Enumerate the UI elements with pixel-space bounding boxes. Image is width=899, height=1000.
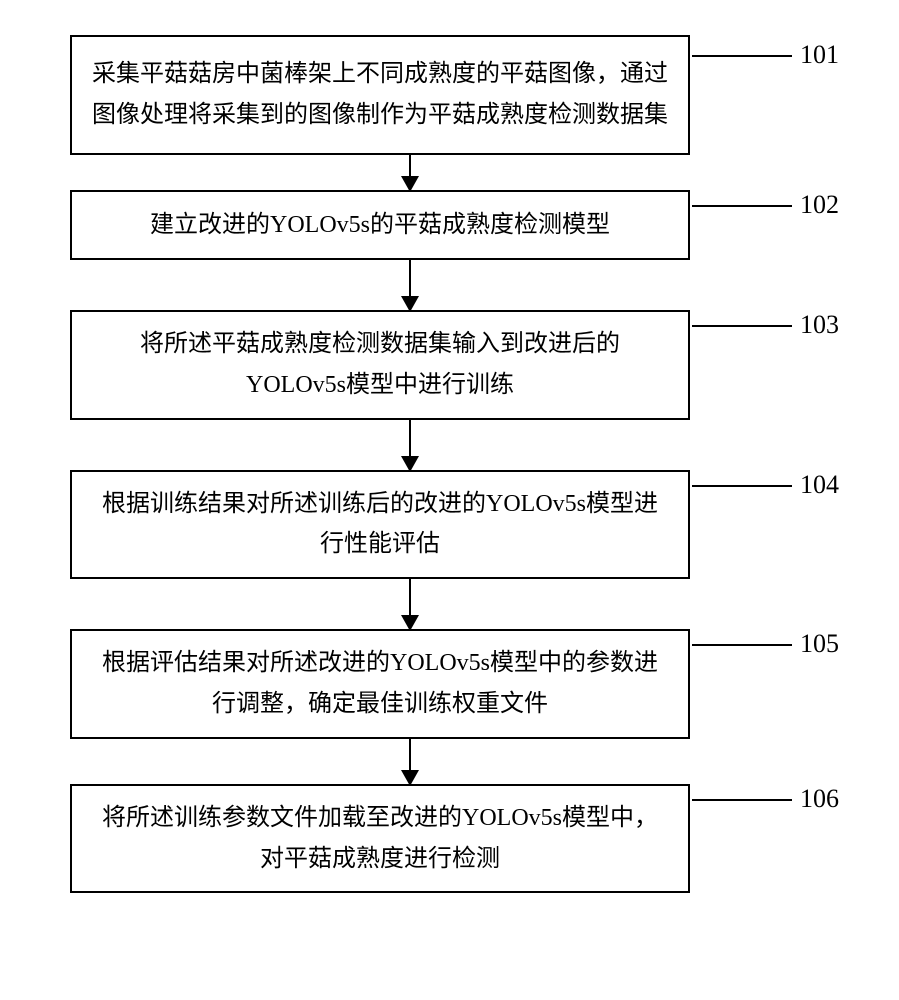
step-box-101: 采集平菇菇房中菌棒架上不同成熟度的平菇图像，通过图像处理将采集到的图像制作为平菇… [70, 35, 690, 155]
step-container-105: 根据评估结果对所述改进的YOLOv5s模型中的参数进行调整，确定最佳训练权重文件… [0, 629, 899, 739]
label-line-106 [692, 799, 792, 801]
step-box-103: 将所述平菇成熟度检测数据集输入到改进后的YOLOv5s模型中进行训练 [70, 310, 690, 420]
arrow-container-102 [0, 260, 859, 310]
step-label-105: 105 [800, 629, 839, 659]
flowchart-container: 采集平菇菇房中菌棒架上不同成熟度的平菇图像，通过图像处理将采集到的图像制作为平菇… [0, 35, 899, 893]
step-label-106: 106 [800, 784, 839, 814]
step-label-104: 104 [800, 470, 839, 500]
label-line-102 [692, 205, 792, 207]
arrow-104 [409, 579, 411, 629]
step-box-104: 根据训练结果对所述训练后的改进的YOLOv5s模型进行性能评估 [70, 470, 690, 580]
arrow-101 [409, 155, 411, 190]
step-container-102: 建立改进的YOLOv5s的平菇成熟度检测模型 102 [0, 190, 899, 260]
step-label-101: 101 [800, 40, 839, 70]
arrow-container-101 [0, 155, 859, 190]
step-container-106: 将所述训练参数文件加载至改进的YOLOv5s模型中，对平菇成熟度进行检测 106 [0, 784, 899, 894]
label-line-101 [692, 55, 792, 57]
step-container-101: 采集平菇菇房中菌棒架上不同成熟度的平菇图像，通过图像处理将采集到的图像制作为平菇… [0, 35, 899, 155]
step-container-104: 根据训练结果对所述训练后的改进的YOLOv5s模型进行性能评估 104 [0, 470, 899, 580]
arrow-container-104 [0, 579, 859, 629]
label-line-103 [692, 325, 792, 327]
step-container-103: 将所述平菇成熟度检测数据集输入到改进后的YOLOv5s模型中进行训练 103 [0, 310, 899, 420]
label-line-104 [692, 485, 792, 487]
step-box-106: 将所述训练参数文件加载至改进的YOLOv5s模型中，对平菇成熟度进行检测 [70, 784, 690, 894]
label-line-105 [692, 644, 792, 646]
arrow-container-105 [0, 739, 859, 784]
step-box-105: 根据评估结果对所述改进的YOLOv5s模型中的参数进行调整，确定最佳训练权重文件 [70, 629, 690, 739]
step-label-103: 103 [800, 310, 839, 340]
step-label-102: 102 [800, 190, 839, 220]
step-box-102: 建立改进的YOLOv5s的平菇成熟度检测模型 [70, 190, 690, 260]
arrow-102 [409, 260, 411, 310]
arrow-103 [409, 420, 411, 470]
arrow-container-103 [0, 420, 859, 470]
arrow-105 [409, 739, 411, 784]
